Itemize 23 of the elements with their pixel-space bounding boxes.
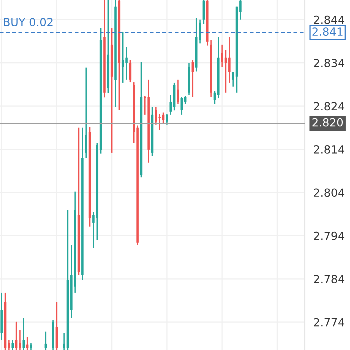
candlestick	[228, 36, 231, 84]
candlestick	[158, 113, 161, 131]
candlestick	[15, 321, 18, 350]
candlestick	[0, 292, 3, 341]
y-tick-label: 2.824	[314, 102, 345, 111]
annotation: BUY 0.02	[4, 18, 53, 27]
candlestick	[12, 339, 14, 350]
candlestick	[177, 79, 180, 105]
y-tick-label: 2.774	[314, 318, 345, 327]
y-tick-label: 2.844	[314, 16, 345, 24]
candlestick	[44, 331, 48, 350]
y-tick-label: 2.834	[314, 59, 345, 68]
y-tick-label: 2.814	[314, 145, 345, 154]
y-tick-label: 2.794	[314, 232, 345, 240]
candlestick	[166, 113, 168, 126]
candlestick	[19, 330, 22, 350]
candlestick	[126, 46, 128, 81]
candlestick	[221, 44, 224, 68]
y-tick-label: 2.804	[314, 188, 345, 198]
ref-line-label: 2.820	[312, 118, 344, 127]
candlestick	[22, 317, 26, 350]
y-tick-label: 2.784	[314, 275, 345, 284]
ref-line-label: 2.841	[312, 28, 343, 36]
